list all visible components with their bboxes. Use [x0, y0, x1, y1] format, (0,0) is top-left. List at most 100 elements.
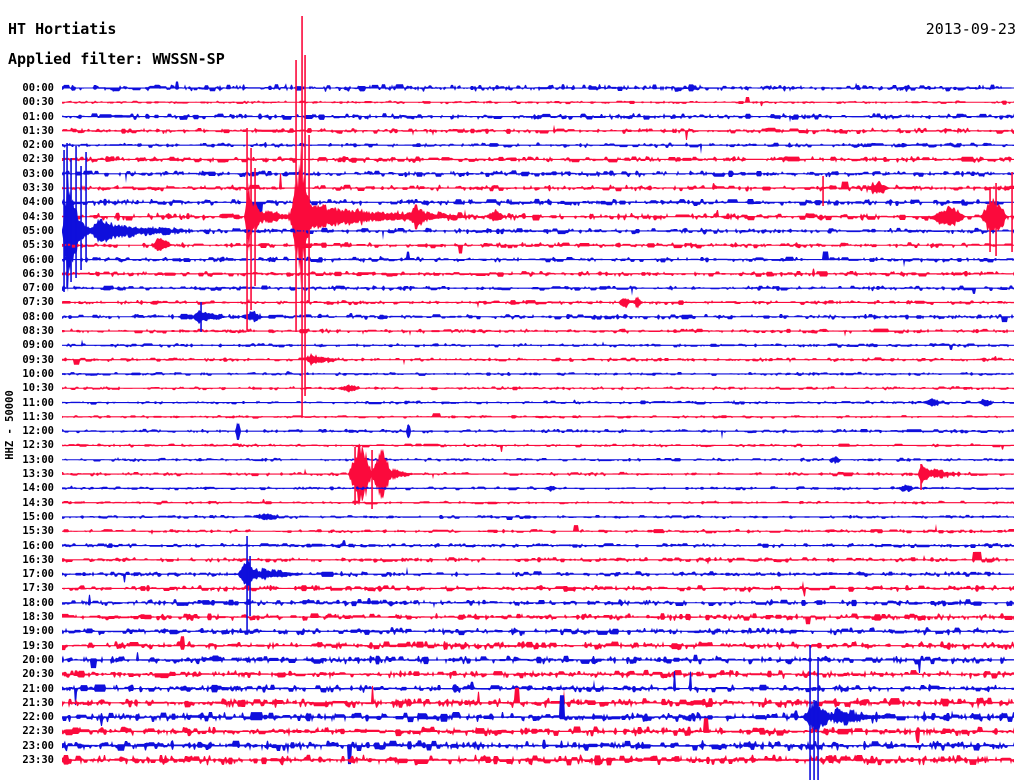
clipped-spike-line [246, 128, 248, 330]
trace-row-22:30 [62, 718, 1014, 743]
clipped-spike-line [254, 168, 256, 286]
trace-row-18:00 [62, 594, 1014, 609]
time-label-11:00: 11:00 [22, 396, 54, 409]
clipped-spike-line [301, 16, 303, 417]
trace-row-08:30 [62, 328, 1014, 337]
trace-row-20:00 [62, 652, 1014, 673]
clipped-spike-line [249, 556, 251, 616]
time-label-18:30: 18:30 [22, 611, 54, 624]
trace-row-03:30 [62, 173, 1014, 195]
time-label-18:00: 18:00 [22, 596, 54, 609]
time-label-15:30: 15:30 [22, 525, 54, 538]
trace-row-19:00 [62, 627, 1014, 636]
time-label-12:30: 12:30 [22, 439, 54, 452]
time-label-02:30: 02:30 [22, 153, 54, 166]
time-label-22:00: 22:00 [22, 711, 54, 724]
trace-row-15:30 [62, 523, 1014, 535]
trace-row-20:30 [62, 669, 1014, 680]
trace-row-16:30 [62, 551, 1014, 565]
trace-row-04:00 [62, 198, 1014, 215]
time-label-06:00: 06:00 [22, 253, 54, 266]
time-label-01:30: 01:30 [22, 124, 54, 137]
trace-row-16:00 [62, 540, 1014, 549]
clipped-spike-line [200, 302, 202, 332]
time-label-05:00: 05:00 [22, 224, 54, 237]
time-label-10:30: 10:30 [22, 382, 54, 395]
trace-row-19:30 [62, 636, 1014, 651]
time-label-14:30: 14:30 [22, 496, 54, 509]
time-label-21:30: 21:30 [22, 696, 54, 709]
trace-row-17:30 [62, 580, 1014, 597]
clipped-spike-line [354, 447, 356, 505]
time-label-10:00: 10:00 [22, 367, 54, 380]
time-label-21:00: 21:00 [22, 682, 54, 695]
trace-row-10:00 [62, 371, 1014, 376]
clipped-spike-line [371, 450, 373, 509]
time-label-17:00: 17:00 [22, 568, 54, 581]
trace-row-14:00 [62, 484, 1014, 493]
trace-row-13:30 [62, 443, 1014, 506]
clipped-spike-line [809, 645, 811, 780]
clipped-spike-line [308, 135, 310, 302]
trace-row-09:30 [62, 353, 1014, 366]
trace-row-17:00 [62, 556, 1014, 591]
trace-row-13:00 [62, 456, 1014, 465]
clipped-spike-line [995, 183, 997, 256]
record-date: 2013-09-23 [925, 20, 1016, 38]
time-label-09:30: 09:30 [22, 353, 54, 366]
trace-row-11:30 [62, 413, 1014, 419]
time-label-12:00: 12:00 [22, 425, 54, 438]
time-label-19:00: 19:00 [22, 625, 54, 638]
clipped-spike-line [85, 152, 87, 262]
clipped-spike-line [822, 176, 824, 206]
trace-row-15:00 [62, 513, 1014, 521]
clipped-spike-line [70, 158, 72, 282]
time-label-06:30: 06:30 [22, 267, 54, 280]
time-label-22:30: 22:30 [22, 725, 54, 738]
trace-row-08:00 [62, 309, 1014, 325]
trace-row-14:30 [62, 499, 1014, 505]
trace-row-09:00 [62, 339, 1014, 350]
time-label-05:30: 05:30 [22, 239, 54, 252]
station-title: HT Hortiatis [8, 20, 117, 38]
time-label-14:00: 14:00 [22, 482, 54, 495]
time-label-08:30: 08:30 [22, 325, 54, 338]
clipped-spike-line [295, 60, 297, 332]
trace-row-12:00 [62, 422, 1014, 441]
time-label-16:30: 16:30 [22, 553, 54, 566]
time-label-13:00: 13:00 [22, 453, 54, 466]
time-label-04:30: 04:30 [22, 210, 54, 223]
time-label-23:00: 23:00 [22, 739, 54, 752]
time-label-13:30: 13:30 [22, 468, 54, 481]
clipped-spike-line [63, 150, 65, 292]
time-label-03:00: 03:00 [22, 167, 54, 180]
trace-row-12:30 [62, 443, 1014, 452]
time-label-04:00: 04:00 [22, 196, 54, 209]
trace-row-06:30 [62, 268, 1014, 277]
trace-row-06:00 [62, 251, 1014, 268]
trace-row-01:00 [62, 113, 1014, 123]
trace-row-21:30 [62, 685, 1014, 717]
filter-label: Applied filter: WWSSN-SP [8, 50, 225, 68]
time-labels-column: 00:00 00:30 01:00 01:30 02:00 02:30 03:00 03:30… [0, 0, 56, 780]
clipped-spike-line [250, 148, 252, 310]
time-label-16:00: 16:00 [22, 539, 54, 552]
trace-row-23:00 [62, 739, 1014, 765]
time-label-07:00: 07:00 [22, 282, 54, 295]
trace-row-02:00 [62, 142, 1014, 154]
trace-row-02:30 [62, 156, 1014, 163]
clipped-spike-line [304, 55, 306, 396]
trace-row-04:30 [62, 144, 1014, 289]
trace-row-05:30 [62, 237, 1014, 254]
trace-row-07:30 [62, 296, 1014, 309]
trace-row-05:00 [62, 170, 1014, 292]
clipped-spike-line [246, 536, 248, 631]
time-label-03:30: 03:30 [22, 182, 54, 195]
time-label-19:30: 19:30 [22, 639, 54, 652]
time-label-23:30: 23:30 [22, 754, 54, 766]
trace-row-00:30 [62, 97, 1014, 107]
clipped-spike-line [66, 143, 68, 288]
time-label-20:30: 20:30 [22, 668, 54, 681]
